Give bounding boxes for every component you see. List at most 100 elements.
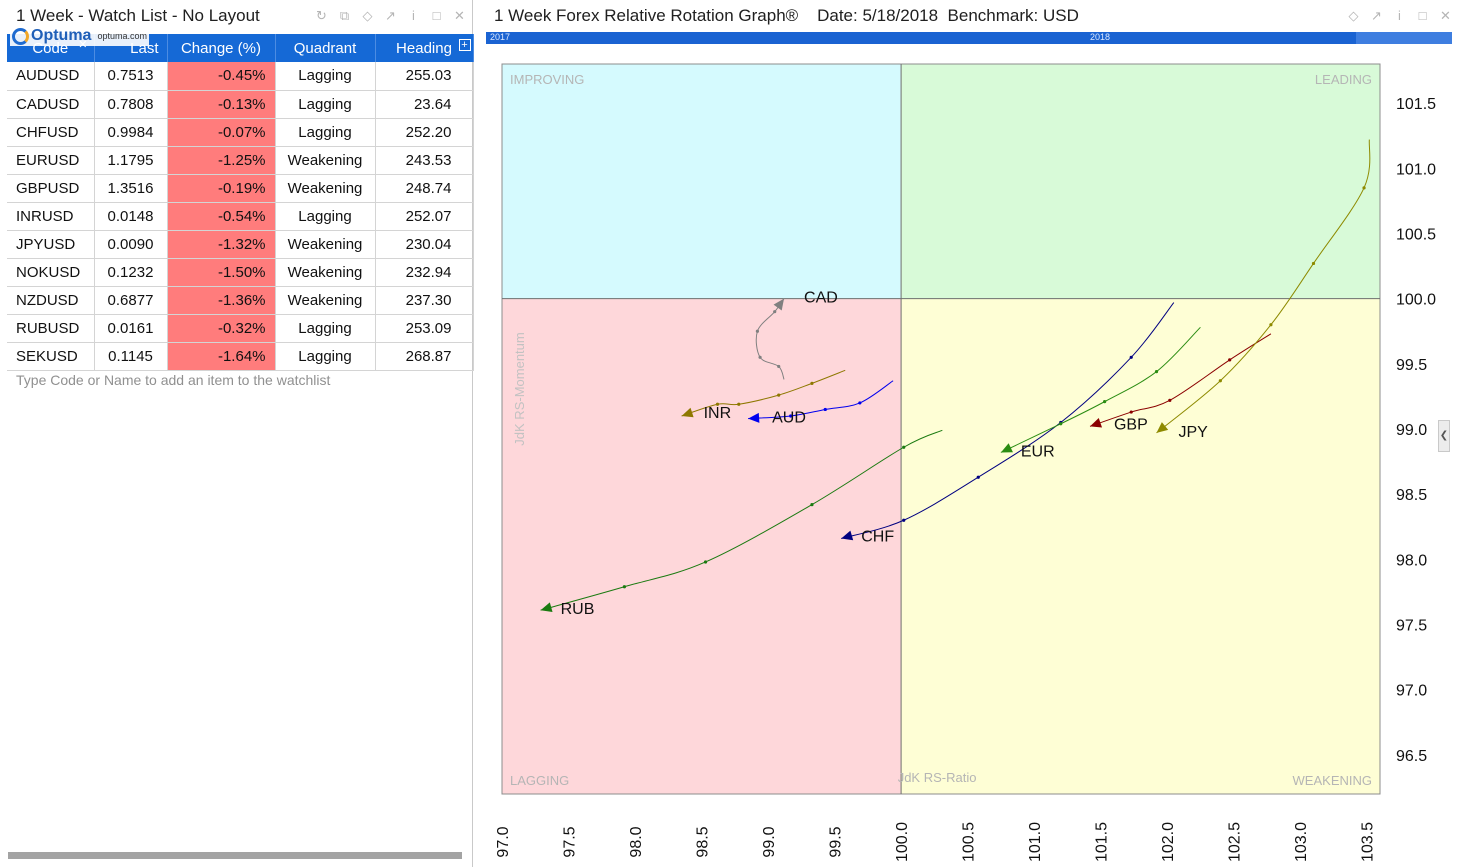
rrg-chart: IMPROVING LEADING LAGGING WEAKENING JdK RS-R… <box>495 63 1436 862</box>
diamond-icon[interactable]: ◇ <box>362 8 373 23</box>
x-tick-label: 99.0 <box>761 826 778 857</box>
column-header-quadrant[interactable]: Quadrant <box>275 34 376 62</box>
refresh-icon[interactable]: ↻ <box>316 8 327 23</box>
info-icon[interactable]: i <box>1398 8 1401 23</box>
timeline-selection[interactable] <box>1356 32 1452 44</box>
cell-quadrant: Lagging <box>275 342 376 371</box>
trail-point-eur <box>1154 370 1159 374</box>
cell-code: NOKUSD <box>7 258 95 287</box>
table-row[interactable]: EURUSD 1.1795 -1.25% Weakening 243.53 <box>7 146 474 175</box>
table-row[interactable]: JPYUSD 0.0090 -1.32% Weakening 230.04 <box>7 230 474 259</box>
side-panel-toggle[interactable]: ❮ <box>1438 420 1450 452</box>
trail-gbp <box>1089 333 1272 427</box>
trail-inr <box>681 369 846 417</box>
maximize-icon[interactable]: □ <box>1418 8 1427 23</box>
table-row[interactable]: SEKUSD 0.1145 -1.64% Lagging 268.87 <box>7 342 474 371</box>
cell-last: 1.3516 <box>94 174 168 203</box>
cell-quadrant: Weakening <box>275 146 376 175</box>
optuma-logo-name: Optuma <box>31 27 92 44</box>
trail-point-jpy <box>1269 323 1273 327</box>
plot-border <box>501 63 1381 795</box>
arrow-head-chf <box>841 530 854 541</box>
chart-benchmark: Benchmark: USD <box>947 6 1079 25</box>
close-icon[interactable]: ✕ <box>454 8 465 23</box>
series-label-cad: CAD <box>804 290 838 307</box>
chart-title: 1 Week Forex Relative Rotation Graph® Da… <box>484 6 1079 26</box>
watchlist-title: 1 Week - Watch List - No Layout <box>16 6 260 25</box>
table-row[interactable]: RUBUSD 0.0161 -0.32% Lagging 253.09 <box>7 314 474 343</box>
cell-last: 0.9984 <box>94 118 168 147</box>
x-tick-label: 102.0 <box>1160 822 1177 862</box>
add-item-input[interactable]: Type Code or Name to add an item to the … <box>16 372 331 388</box>
quadrant-improving <box>502 64 902 299</box>
quadrant-leading <box>901 64 1380 299</box>
x-tick-label: 101.5 <box>1094 822 1111 862</box>
trail-cad <box>755 298 785 380</box>
timeline-slider[interactable]: 2017 2018 <box>486 32 1452 44</box>
cell-heading: 252.07 <box>375 202 474 231</box>
arrow-head-gbp <box>1089 418 1103 428</box>
cell-quadrant: Lagging <box>275 314 376 343</box>
series-label-jpy: JPY <box>1179 424 1209 441</box>
trail-point-chf <box>976 475 980 479</box>
horizontal-scrollbar[interactable] <box>8 852 462 859</box>
x-tick-label: 101.0 <box>1027 822 1044 862</box>
trail-point-rub <box>622 585 626 589</box>
cell-quadrant: Weakening <box>275 174 376 203</box>
timeline-mid-label: 2018 <box>1090 32 1111 42</box>
x-tick-label: 97.0 <box>495 826 512 857</box>
cell-heading: 248.74 <box>375 174 474 203</box>
trail-point-aud <box>823 407 827 412</box>
table-row[interactable]: INRUSD 0.0148 -0.54% Lagging 252.07 <box>7 202 474 231</box>
diamond-icon[interactable]: ◇ <box>1348 8 1359 23</box>
cell-heading: 243.53 <box>375 146 474 175</box>
y-tick-label: 97.0 <box>1396 683 1427 700</box>
table-row[interactable]: NOKUSD 0.1232 -1.50% Weakening 232.94 <box>7 258 474 287</box>
cell-change: -1.25% <box>167 146 276 175</box>
info-icon[interactable]: i <box>412 8 415 23</box>
x-tick-label: 103.0 <box>1293 822 1310 862</box>
column-header-heading[interactable]: Heading + <box>375 34 474 62</box>
table-row[interactable]: AUDUSD 0.7513 -0.45% Lagging 255.03 <box>7 62 474 91</box>
cell-change: -1.64% <box>167 342 276 371</box>
x-tick-label: 100.5 <box>961 822 978 862</box>
cell-quadrant: Weakening <box>275 258 376 287</box>
x-tick-label: 103.5 <box>1360 822 1377 862</box>
quadrant-label-lagging: LAGGING <box>510 773 569 788</box>
cell-last: 0.0161 <box>94 314 168 343</box>
table-row[interactable]: GBPUSD 1.3516 -0.19% Weakening 248.74 <box>7 174 474 203</box>
column-header-change[interactable]: Change (%) <box>167 34 276 62</box>
y-tick-label: 98.0 <box>1396 552 1427 569</box>
trail-chf <box>841 302 1175 539</box>
arrow-head-eur <box>1000 443 1013 453</box>
trail-point-rub <box>902 445 906 449</box>
watchlist-window-controls: ↻ ⧉ ◇ ↗ i □ ✕ <box>313 8 472 24</box>
close-icon[interactable]: ✕ <box>1440 8 1451 23</box>
pin-icon[interactable]: ↗ <box>1371 8 1382 23</box>
watchlist-table: Code✕ Last Change (%) Quadrant Heading+ … <box>7 34 474 371</box>
x-tick-label: 97.5 <box>562 826 579 857</box>
add-column-icon[interactable]: + <box>458 39 471 51</box>
maximize-icon[interactable]: □ <box>432 8 441 23</box>
trail-point-aud <box>858 401 862 405</box>
series-label-gbp: GBP <box>1114 416 1148 433</box>
link-icon[interactable]: ⧉ <box>339 8 350 23</box>
pin-icon[interactable]: ↗ <box>385 8 396 23</box>
series-label-rub: RUB <box>561 601 595 618</box>
cell-heading: 237.30 <box>375 286 474 315</box>
chart-title-name: 1 Week Forex Relative Rotation Graph® <box>494 6 799 25</box>
cell-code: CHFUSD <box>7 118 95 147</box>
cell-quadrant: Lagging <box>275 62 376 91</box>
arrow-head-jpy <box>1156 422 1169 433</box>
cell-code: INRUSD <box>7 202 95 231</box>
table-row[interactable]: CADUSD 0.7808 -0.13% Lagging 23.64 <box>7 90 474 119</box>
trail-point-chf <box>1059 420 1063 425</box>
y-tick-label: 99.0 <box>1396 422 1427 439</box>
cell-quadrant: Weakening <box>275 286 376 315</box>
watchlist-body: AUDUSD 0.7513 -0.45% Lagging 255.03 CADUSD 0.7… <box>7 62 474 371</box>
cell-change: -0.54% <box>167 202 276 231</box>
cell-heading: 255.03 <box>375 62 474 91</box>
table-row[interactable]: NZDUSD 0.6877 -1.36% Weakening 237.30 <box>7 286 474 315</box>
quadrant-lagging <box>502 298 902 794</box>
table-row[interactable]: CHFUSD 0.9984 -0.07% Lagging 252.20 <box>7 118 474 147</box>
